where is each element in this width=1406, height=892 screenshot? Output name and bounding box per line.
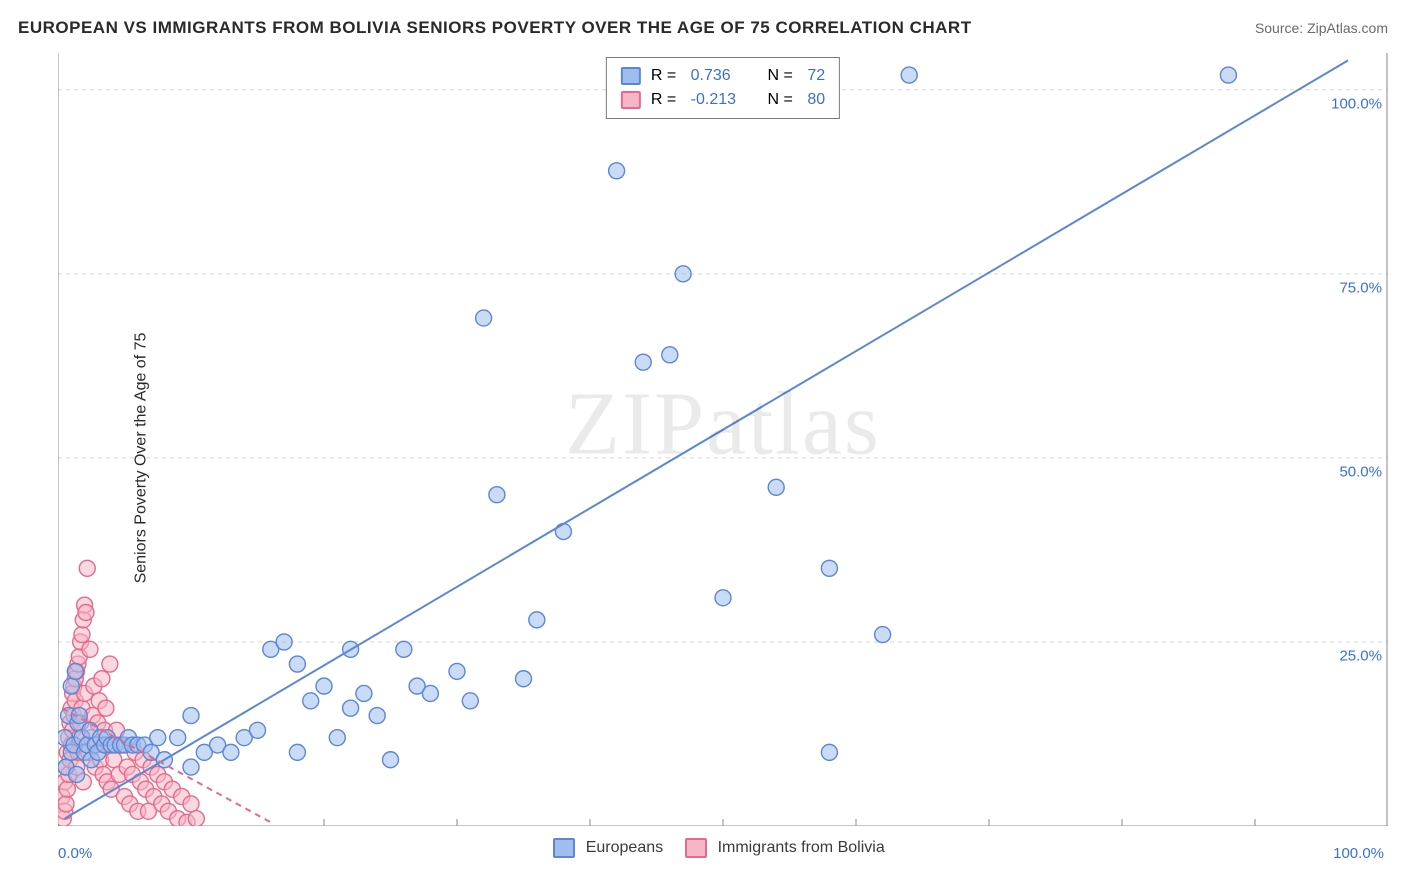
swatch-bolivia bbox=[621, 91, 641, 109]
corr-n-1: 80 bbox=[807, 88, 825, 112]
legend-swatch-bolivia bbox=[685, 838, 707, 858]
corr-n-0: 72 bbox=[807, 64, 825, 88]
legend-label-europeans: Europeans bbox=[586, 839, 663, 856]
bottom-legend: Europeans Immigrants from Bolivia bbox=[50, 832, 1388, 864]
chart-source: Source: ZipAtlas.com bbox=[1255, 20, 1388, 36]
corr-r-1: -0.213 bbox=[691, 88, 749, 112]
chart-area: Seniors Poverty Over the Age of 75 ZIPat… bbox=[50, 52, 1388, 864]
corr-r-0: 0.736 bbox=[691, 64, 749, 88]
y-tick-label: 100.0% bbox=[1331, 95, 1382, 112]
y-tick-label: 50.0% bbox=[1339, 463, 1382, 480]
chart-title: EUROPEAN VS IMMIGRANTS FROM BOLIVIA SENI… bbox=[18, 18, 972, 38]
chart-header: EUROPEAN VS IMMIGRANTS FROM BOLIVIA SENI… bbox=[18, 18, 1388, 38]
scatter-svg bbox=[58, 53, 1388, 826]
correlation-row-bolivia: R = -0.213 N = 80 bbox=[621, 88, 825, 112]
plot-area: ZIPatlas R = 0.736 N = 72 R = -0.213 N =… bbox=[58, 52, 1388, 826]
swatch-europeans bbox=[621, 67, 641, 85]
y-tick-label: 75.0% bbox=[1339, 279, 1382, 296]
correlation-row-europeans: R = 0.736 N = 72 bbox=[621, 64, 825, 88]
legend-item-bolivia: Immigrants from Bolivia bbox=[685, 838, 885, 858]
legend-swatch-europeans bbox=[553, 838, 575, 858]
legend-label-bolivia: Immigrants from Bolivia bbox=[718, 839, 885, 856]
correlation-box: R = 0.736 N = 72 R = -0.213 N = 80 bbox=[606, 57, 840, 119]
legend-item-europeans: Europeans bbox=[553, 838, 663, 858]
y-tick-label: 25.0% bbox=[1339, 647, 1382, 664]
